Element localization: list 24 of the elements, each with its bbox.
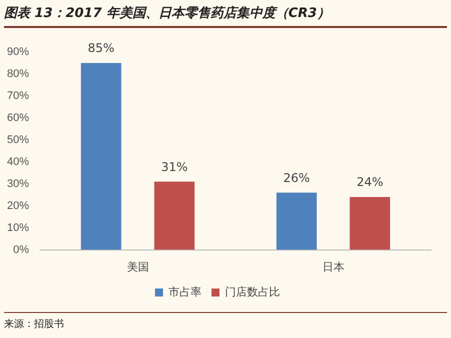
source-note: 来源：招股书 (4, 312, 447, 331)
y-tick-label: 30% (6, 178, 30, 190)
data-label: 31% (161, 160, 188, 174)
legend-label: 门店数占比 (225, 286, 280, 299)
y-tick-label: 20% (6, 200, 30, 212)
bar (80, 62, 122, 250)
x-tick-label: 美国 (126, 260, 149, 274)
y-tick-label: 70% (6, 90, 30, 102)
y-tick-label: 90% (6, 46, 30, 58)
y-tick-label: 80% (6, 68, 30, 80)
bar (350, 197, 390, 250)
data-label: 26% (283, 170, 310, 185)
data-label: 85% (88, 41, 114, 56)
legend-label: 市占率 (168, 286, 202, 299)
data-label: 24% (356, 175, 384, 190)
y-tick-label: 60% (6, 112, 30, 124)
x-tick-label: 日本 (322, 260, 344, 274)
y-tick-label: 10% (6, 222, 30, 234)
bar (154, 182, 195, 250)
y-tick-label: 40% (6, 156, 30, 168)
bar (276, 192, 317, 250)
chart-title: 图表 13：2017 年美国、日本零售药店集中度（CR3） (4, 4, 447, 28)
y-tick-label: 0% (13, 244, 30, 256)
y-tick-label: 50% (6, 134, 30, 146)
